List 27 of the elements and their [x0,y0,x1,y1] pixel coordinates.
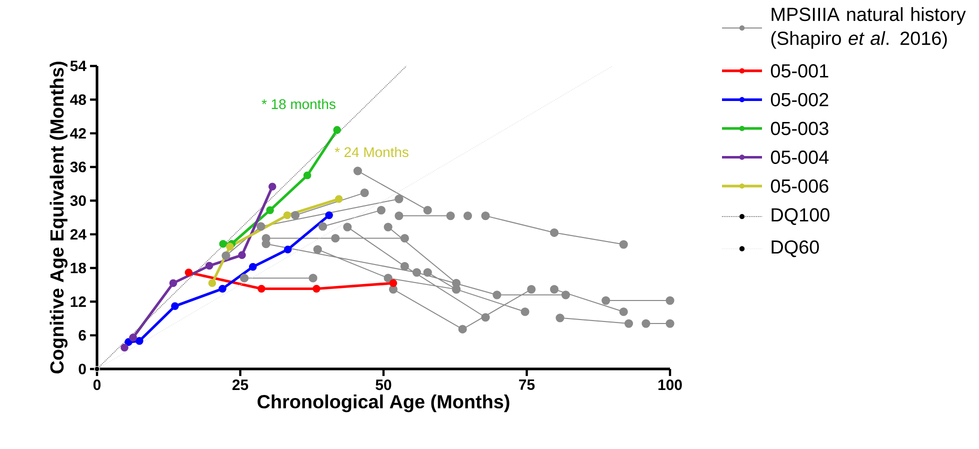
x-tick-label: 75 [519,380,535,390]
y-tick-label: 0 [78,364,86,374]
legend-label: 05-002 [770,92,828,106]
legend-label: 05-001 [770,64,828,78]
x-tick-label: 25 [232,380,248,390]
y-axis-title: Cognitive Age Equivalent (Months) [50,62,68,374]
legend-label: MPSIIIA natural history (Shapiro et al. 2016) [771,7,966,49]
x-tick-label: 0 [93,380,101,390]
y-tick-label: 12 [70,296,86,307]
annotation: * 18 months [262,98,336,110]
y-tick-label: 48 [70,94,86,105]
y-tick-label: 54 [70,60,86,72]
y-tick-label: 36 [70,162,86,172]
legend-label: 05-006 [770,179,828,193]
legend-label: DQ60 [772,240,819,258]
y-tick-label: 30 [70,195,86,206]
y-tick-label: 24 [70,229,86,240]
x-tick-label: 100 [658,380,682,390]
x-axis-title: Chronological Age (Months) [258,394,510,412]
y-tick-label: 18 [70,262,86,274]
x-tick-label: 50 [376,380,392,390]
annotation: * 24 Months [334,146,408,158]
legend-label: 05-003 [770,122,828,136]
y-tick-label: 6 [78,330,86,341]
legend-label: DQ100 [772,208,830,225]
legend-label: 05-004 [770,150,829,164]
y-tick-label: 42 [70,128,86,139]
